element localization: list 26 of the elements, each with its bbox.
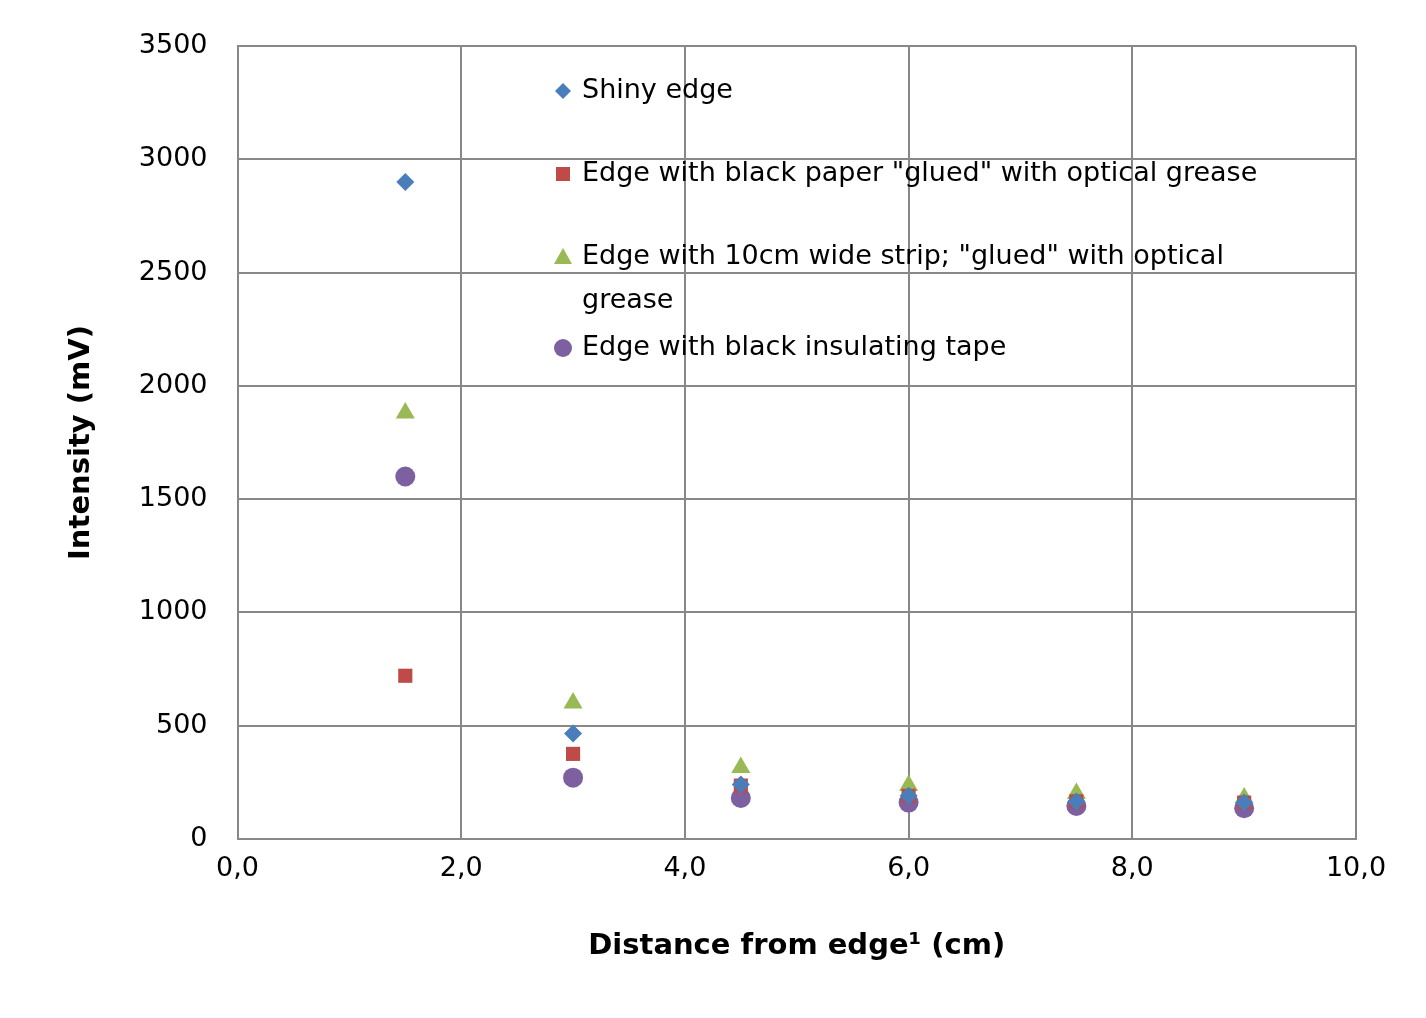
x-tick-label: 0,0 [216, 851, 259, 883]
point [565, 746, 581, 761]
point [395, 466, 416, 487]
x-tick-label: 8,0 [1110, 851, 1154, 883]
legend-label: Shiny edge [582, 72, 733, 106]
point [398, 668, 413, 683]
y-axis-title: Intensity (mV) [61, 325, 96, 560]
point [396, 173, 415, 192]
point [563, 767, 584, 788]
x-tick-label: 2,0 [439, 851, 483, 883]
x-axis-title: Distance from edge¹ (cm) [588, 927, 1006, 962]
y-tick-label: 2000 [138, 367, 208, 399]
legend-label: Edge with 10cm wide strip; "glued" with optical grease [582, 238, 1225, 316]
y-tick-label: 0 [190, 820, 208, 852]
legend-label: Edge with black paper "glued" with optical grease [582, 155, 1258, 189]
y-tick-label: 500 [155, 707, 208, 739]
y-tick-label: 1500 [138, 481, 208, 513]
x-tick-label: 6,0 [887, 851, 931, 883]
y-tick-label: 3000 [138, 141, 208, 173]
point [564, 724, 583, 743]
y-tick-label: 2500 [138, 254, 208, 286]
x-tick-label: 10,0 [1325, 851, 1387, 883]
y-tick-label: 1000 [138, 594, 208, 626]
legend-label: Edge with black insulating tape [582, 329, 1007, 363]
x-tick-label: 4,0 [663, 851, 707, 883]
y-tick-label: 3500 [138, 28, 208, 60]
